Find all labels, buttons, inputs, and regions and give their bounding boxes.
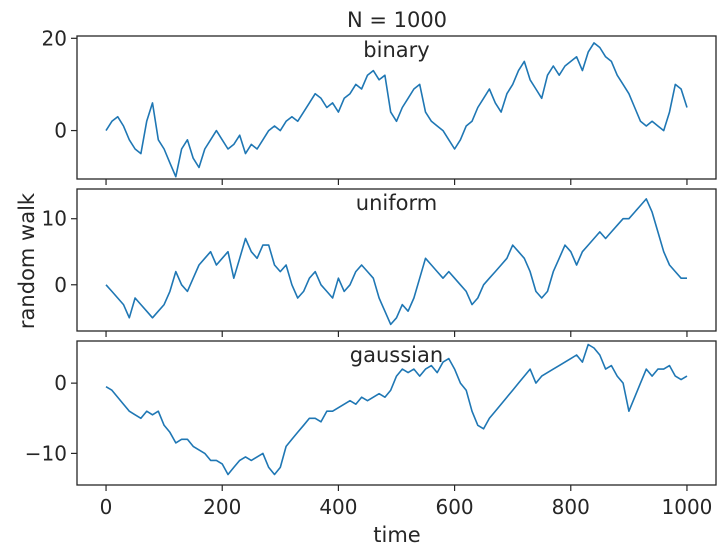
panels: 0 20 binary 0 10 uniform −10 0 0 200 400 600 800 1000…	[25, 26, 717, 519]
y-axis-label: random walk	[15, 192, 39, 329]
panel-uniform: 0 10 uniform	[42, 188, 717, 337]
panel-title-uniform: uniform	[356, 191, 437, 215]
series-line-uniform	[105, 198, 687, 326]
panel-title-gaussian: gaussian	[350, 343, 443, 367]
x-tick-label: 200	[203, 495, 241, 519]
series-line-gaussian	[105, 343, 688, 476]
axes-frame-binary	[76, 35, 717, 180]
y-tick-label-gaussian: 0	[54, 371, 67, 395]
axes-frame-uniform	[76, 188, 717, 332]
y-tick-label-uniform: 10	[42, 207, 67, 231]
panel-title-binary: binary	[363, 38, 429, 62]
series-line-binary	[105, 42, 688, 178]
y-tick-label-binary: 0	[54, 119, 67, 143]
y-tick-label-uniform: 0	[54, 273, 67, 297]
x-tick-label: 600	[435, 495, 473, 519]
panel-gaussian: −10 0 0 200 400 600 800 1000 gaussian	[25, 340, 717, 519]
y-tick-label-binary: 20	[42, 26, 67, 50]
figure-title: N = 1000	[347, 8, 447, 32]
x-axis-label: time	[373, 523, 420, 547]
y-tick-label-gaussian: −10	[25, 441, 67, 465]
axes-frame-gaussian	[76, 340, 717, 486]
x-tick-label: 800	[552, 495, 590, 519]
x-tick-label: 0	[100, 495, 113, 519]
panel-binary: 0 20 binary	[42, 26, 717, 185]
x-tick-label: 400	[319, 495, 357, 519]
x-tick-label: 1000	[662, 495, 713, 519]
